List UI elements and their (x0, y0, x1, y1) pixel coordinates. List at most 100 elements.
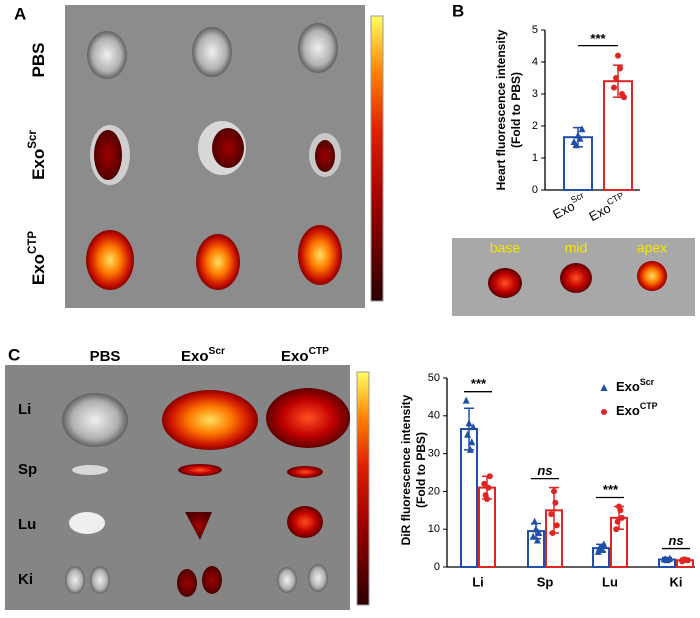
row-label-sup: Scr (27, 130, 39, 149)
legend-label-sup: CTP (640, 401, 658, 411)
x-tick-label: Sp (537, 574, 554, 589)
y-tick-label: 10 (428, 523, 440, 535)
data-point (485, 484, 492, 491)
row-label: PBS (29, 43, 48, 78)
y-tick-label: 1 (532, 152, 538, 164)
significance: ns (668, 533, 683, 548)
column-label-base: Exo (181, 348, 209, 365)
data-point (614, 518, 621, 525)
section-label: mid (565, 240, 588, 256)
heart-slices (488, 261, 667, 298)
data-point (594, 547, 602, 555)
data-point (535, 528, 543, 536)
data-point (617, 507, 624, 514)
y-tick-label: 4 (532, 56, 538, 68)
y-tick-label: 0 (434, 561, 440, 573)
column-label-base: PBS (90, 348, 121, 365)
column-label: ExoCTP (281, 346, 329, 365)
y-axis-title-line: DiR fluorescence intensity (399, 394, 413, 545)
data-point (469, 423, 477, 431)
data-point (468, 438, 476, 446)
data-point (618, 514, 625, 521)
data-point (662, 555, 670, 563)
organs-c (62, 388, 350, 597)
data-point (466, 445, 474, 453)
row-label-sup: CTP (27, 231, 39, 254)
data-point (600, 384, 608, 391)
row-label: Lu (18, 516, 36, 533)
significance: *** (590, 31, 606, 46)
column-label-sup: CTP (309, 346, 330, 357)
data-point (462, 396, 470, 404)
data-point (548, 511, 555, 518)
data-point (601, 409, 607, 415)
y-tick-label: 40 (428, 410, 440, 422)
data-point (621, 94, 627, 101)
x-tick-label-sup: CTP (605, 190, 625, 207)
row-label: Sp (18, 461, 37, 478)
data-point (464, 430, 472, 438)
panel-label: A (14, 4, 26, 23)
data-point (613, 75, 619, 81)
data-point (617, 65, 623, 72)
column-label-sup: Scr (209, 346, 225, 357)
data-point (666, 554, 674, 562)
organs-a (86, 23, 342, 290)
x-tick-label: Ki (670, 574, 683, 589)
y-axis-title-line: (Fold to PBS) (509, 72, 523, 148)
legend-label-base: Exo (616, 379, 640, 394)
data-point (481, 480, 488, 487)
data-point (551, 488, 557, 495)
significance: *** (602, 482, 618, 497)
row-label: ExoScr (27, 130, 48, 180)
data-point (531, 517, 539, 525)
legend-label: ExoScr (616, 377, 655, 394)
y-tick-label: 2 (532, 120, 538, 132)
y-tick-label: 5 (532, 24, 538, 36)
significance: *** (470, 376, 486, 391)
x-tick-label: Li (472, 574, 484, 589)
data-point (572, 141, 580, 149)
data-point (533, 536, 541, 544)
colorbar-c (356, 371, 370, 606)
data-point (598, 545, 606, 553)
column-label: ExoScr (181, 346, 225, 365)
panel-label: C (8, 345, 20, 364)
row-label-base: Exo (29, 149, 48, 180)
y-tick-label: 0 (532, 184, 538, 196)
panel-label: B (452, 1, 464, 20)
legend-label: ExoCTP (616, 401, 658, 418)
data-point (552, 499, 559, 506)
colorbar-a (370, 15, 384, 302)
y-axis-title: Heart fluorescence intensity(Fold to PBS… (494, 29, 523, 190)
section-label: apex (637, 240, 667, 256)
data-point (482, 492, 489, 499)
significance: ns (537, 463, 552, 478)
row-label: ExoCTP (27, 231, 48, 286)
y-axis-title-line: Heart fluorescence intensity (494, 29, 508, 190)
row-label-base: PBS (29, 43, 48, 78)
legend-label-base: Exo (616, 403, 640, 418)
y-tick-label: 50 (428, 372, 440, 384)
data-point (680, 556, 687, 563)
section-label: base (490, 240, 521, 256)
data-point (549, 529, 556, 536)
x-tick-label-sup: Scr (569, 190, 585, 205)
data-point (532, 525, 540, 533)
y-axis-title-line: (Fold to PBS) (414, 432, 428, 508)
data-point (576, 134, 584, 142)
data-point (553, 522, 560, 529)
y-axis-title: DiR fluorescence intensity(Fold to PBS) (399, 394, 428, 545)
data-point (465, 419, 473, 427)
data-point (613, 526, 620, 533)
column-label: PBS (90, 348, 121, 365)
row-label: Li (18, 401, 31, 418)
data-point (486, 473, 493, 480)
data-point (578, 125, 586, 133)
x-tick-label: Lu (602, 574, 618, 589)
y-tick-label: 30 (428, 448, 440, 460)
legend-label-sup: Scr (640, 377, 655, 387)
data-point (615, 52, 621, 59)
row-label-base: Exo (29, 254, 48, 285)
